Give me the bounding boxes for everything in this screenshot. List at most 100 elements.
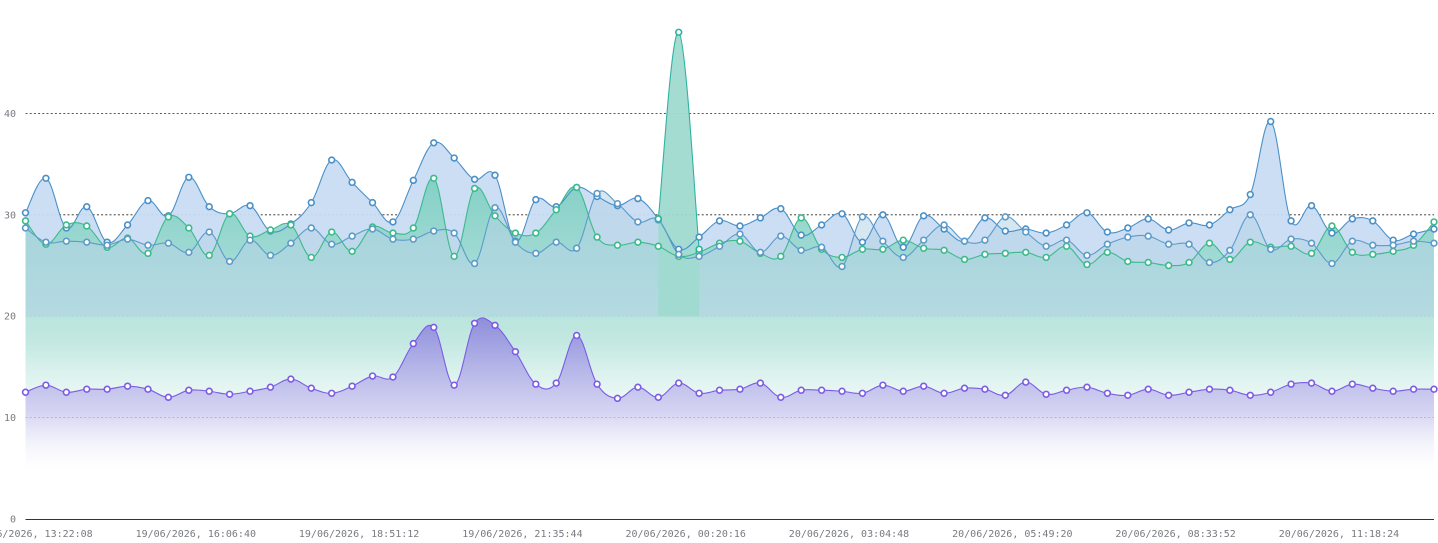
series-5-point: [654, 215, 663, 223]
series-2-point: [1226, 255, 1234, 264]
series-4-point: [164, 393, 173, 402]
x-tick-label: 19/06/2026, 18:51:12: [299, 529, 419, 540]
series-3-line: [25, 190, 1435, 268]
series-4-point: [287, 375, 295, 383]
series-2-point: [552, 206, 560, 214]
series-2-point: [1083, 260, 1091, 269]
series-2-point: [164, 213, 173, 221]
series-4-point: [409, 339, 418, 348]
series-3-point: [164, 239, 173, 247]
series-4-point: [185, 386, 193, 394]
series-4-point: [1287, 380, 1295, 388]
series-2-point: [1287, 242, 1295, 250]
series-3-point: [981, 236, 989, 244]
series-1-point: [1348, 215, 1357, 223]
series-3-point: [246, 236, 254, 244]
series-4-point: [389, 373, 397, 381]
series-3-point: [1022, 228, 1030, 236]
series-1-point: [858, 238, 867, 246]
series-1-point: [1042, 229, 1050, 237]
series-4-point: [1062, 386, 1071, 394]
series-1-point: [368, 198, 377, 207]
series-1-point: [1328, 229, 1336, 237]
series-3-point: [1389, 241, 1397, 249]
series-3-point: [103, 241, 111, 249]
series-1-point: [1409, 230, 1418, 238]
series-4-point: [144, 385, 152, 393]
series-4-point: [42, 381, 50, 389]
series-3-point: [960, 237, 969, 245]
series-2-point: [450, 252, 458, 261]
series-3-point: [899, 253, 907, 262]
series-1-point: [205, 202, 213, 211]
series-3-point: [1246, 211, 1254, 219]
series-1-point: [1430, 225, 1438, 233]
series-4-point: [1348, 380, 1357, 388]
series-4-point: [1307, 379, 1316, 387]
series-4-point: [1266, 388, 1275, 396]
series-4-line: [25, 317, 1435, 399]
series-4-point: [634, 383, 642, 391]
series-4-point: [450, 381, 458, 389]
y-tick-label: 30: [4, 210, 16, 221]
series-2-point: [62, 221, 71, 229]
series-3-point: [838, 262, 846, 271]
series-1-point: [695, 233, 703, 241]
series-2-point: [940, 246, 948, 254]
series-2-point: [327, 228, 336, 236]
series-1-point: [1164, 226, 1173, 234]
series-4-point: [593, 380, 601, 388]
series-4-point: [736, 385, 744, 393]
series-4-point: [654, 393, 663, 402]
x-tick-label: 20/06/2026, 11:18:24: [1279, 529, 1399, 540]
series-4-point: [1389, 387, 1397, 395]
series-4-point: [1430, 385, 1438, 393]
series-2-point: [532, 229, 540, 237]
series-4-point: [817, 386, 826, 394]
series-4-point: [572, 331, 581, 340]
series-1-point: [797, 231, 805, 239]
series-2-point: [21, 217, 30, 225]
series-1-point: [1307, 201, 1316, 210]
series-2-point: [409, 224, 418, 232]
series-2-point: [838, 253, 846, 262]
series-3-point: [389, 235, 397, 243]
series-1-point: [348, 178, 356, 187]
series-3-point: [430, 227, 438, 235]
series-4-point: [83, 385, 91, 393]
series-2-point: [1389, 247, 1397, 256]
series-2-point: [1103, 248, 1112, 257]
series-5-area: [658, 32, 700, 317]
series-3-point: [777, 232, 785, 240]
series-3-point: [1042, 242, 1050, 250]
series-2-point: [1369, 250, 1377, 259]
series-3-point: [593, 189, 601, 198]
series-3-point: [1226, 246, 1234, 254]
series-4-point: [695, 389, 703, 397]
series-4-point: [981, 385, 989, 393]
series-2-point: [389, 229, 397, 237]
series-3-point: [879, 237, 887, 245]
series-3-point: [1103, 240, 1112, 248]
series-3-point: [1266, 245, 1275, 253]
series-1-point: [817, 221, 826, 229]
x-tick-label: 20/06/2026, 00:20:16: [626, 529, 746, 540]
series-4-point: [491, 321, 499, 330]
series-3-point: [1083, 251, 1091, 260]
series-4-point: [511, 347, 520, 356]
series-4-point: [246, 387, 254, 395]
series-2-point: [348, 247, 356, 256]
series-4-point: [103, 385, 111, 393]
series-3-point: [123, 235, 132, 243]
series-2-point: [287, 221, 295, 229]
series-2-point: [572, 183, 581, 192]
series-3-point: [470, 259, 479, 268]
series-5-point: [695, 245, 703, 253]
series-4-point: [858, 389, 867, 397]
series-4-point: [777, 393, 785, 402]
series-1-point: [777, 205, 785, 213]
series-2-point: [1164, 261, 1173, 270]
x-tick-label: 20/06/2026, 03:04:48: [789, 529, 909, 540]
series-3-point: [858, 213, 867, 221]
series-2-point: [1328, 222, 1336, 230]
